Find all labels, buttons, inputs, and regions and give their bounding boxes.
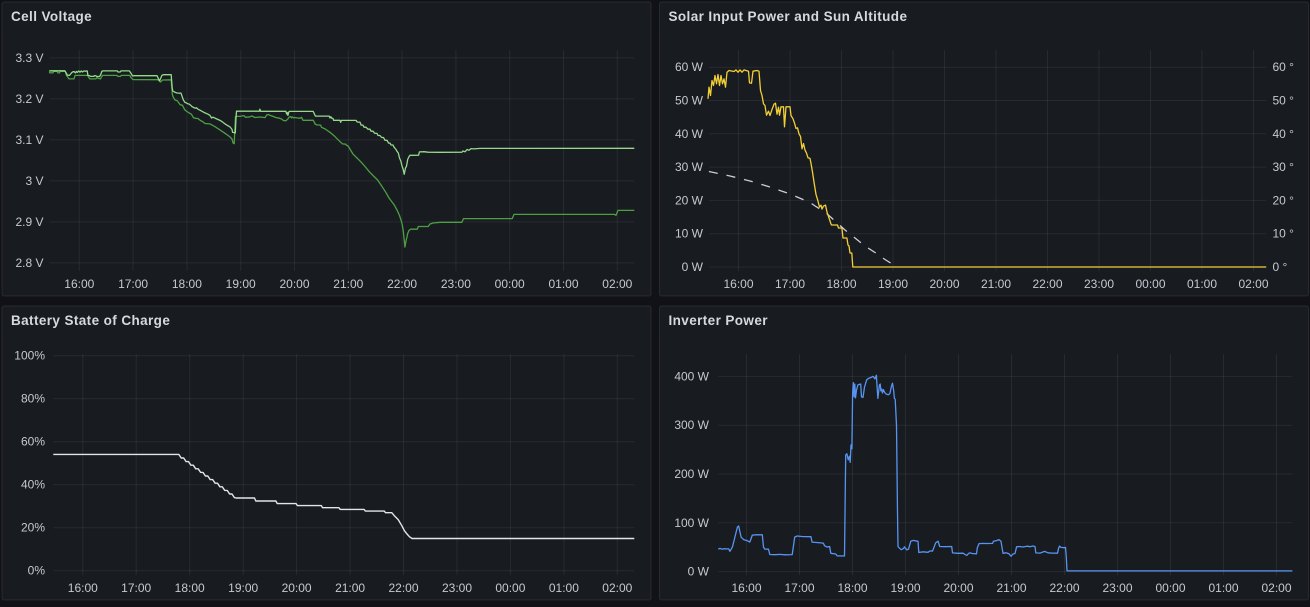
svg-text:Inverter Power: Inverter Power xyxy=(669,313,769,328)
svg-text:20 °: 20 ° xyxy=(1273,193,1295,207)
svg-text:23:00: 23:00 xyxy=(1084,277,1114,291)
svg-text:22:00: 22:00 xyxy=(388,581,418,595)
svg-text:20%: 20% xyxy=(21,521,45,535)
svg-text:22:00: 22:00 xyxy=(387,277,417,291)
svg-text:23:00: 23:00 xyxy=(442,581,472,595)
svg-text:19:00: 19:00 xyxy=(878,277,908,291)
svg-text:18:00: 18:00 xyxy=(826,277,856,291)
svg-text:200 W: 200 W xyxy=(674,467,709,481)
svg-text:20:00: 20:00 xyxy=(282,581,312,595)
svg-text:16:00: 16:00 xyxy=(68,581,98,595)
svg-text:Cell Voltage: Cell Voltage xyxy=(11,9,92,24)
svg-text:20 W: 20 W xyxy=(675,193,704,207)
svg-text:17:00: 17:00 xyxy=(775,277,805,291)
svg-text:01:00: 01:00 xyxy=(1187,277,1217,291)
svg-text:40%: 40% xyxy=(21,478,45,492)
svg-text:21:00: 21:00 xyxy=(335,581,365,595)
svg-text:23:00: 23:00 xyxy=(441,277,471,291)
svg-text:20:00: 20:00 xyxy=(279,277,309,291)
svg-text:02:00: 02:00 xyxy=(602,277,632,291)
svg-text:18:00: 18:00 xyxy=(837,581,867,595)
svg-text:16:00: 16:00 xyxy=(731,581,761,595)
svg-text:20:00: 20:00 xyxy=(929,277,959,291)
svg-text:60 W: 60 W xyxy=(675,60,704,74)
svg-text:2.9 V: 2.9 V xyxy=(15,215,43,229)
svg-text:17:00: 17:00 xyxy=(121,581,151,595)
svg-text:3.3 V: 3.3 V xyxy=(15,51,43,65)
svg-text:50 W: 50 W xyxy=(675,94,704,108)
svg-text:Solar Input Power and Sun Alti: Solar Input Power and Sun Altitude xyxy=(669,9,908,24)
svg-text:Battery State of Charge: Battery State of Charge xyxy=(11,313,170,328)
svg-text:01:00: 01:00 xyxy=(548,277,578,291)
svg-text:400 W: 400 W xyxy=(674,369,709,383)
svg-text:20:00: 20:00 xyxy=(943,581,973,595)
svg-text:0%: 0% xyxy=(28,564,46,578)
svg-text:00:00: 00:00 xyxy=(1155,581,1185,595)
svg-text:00:00: 00:00 xyxy=(495,581,525,595)
svg-text:60%: 60% xyxy=(21,435,45,449)
svg-text:21:00: 21:00 xyxy=(333,277,363,291)
svg-text:18:00: 18:00 xyxy=(172,277,202,291)
svg-text:18:00: 18:00 xyxy=(175,581,205,595)
svg-text:02:00: 02:00 xyxy=(602,581,632,595)
svg-text:23:00: 23:00 xyxy=(1102,581,1132,595)
svg-text:3.2 V: 3.2 V xyxy=(15,92,43,106)
svg-text:19:00: 19:00 xyxy=(228,581,258,595)
svg-text:0 W: 0 W xyxy=(682,260,704,274)
svg-text:22:00: 22:00 xyxy=(1032,277,1062,291)
svg-text:16:00: 16:00 xyxy=(64,277,94,291)
svg-text:80%: 80% xyxy=(21,392,45,406)
svg-text:21:00: 21:00 xyxy=(996,581,1026,595)
svg-text:3 V: 3 V xyxy=(25,174,43,188)
svg-text:00:00: 00:00 xyxy=(495,277,525,291)
svg-text:00:00: 00:00 xyxy=(1135,277,1165,291)
svg-text:02:00: 02:00 xyxy=(1238,277,1268,291)
svg-text:60 °: 60 ° xyxy=(1273,60,1295,74)
svg-text:100 W: 100 W xyxy=(674,516,709,530)
svg-text:10 W: 10 W xyxy=(675,227,704,241)
svg-text:40 W: 40 W xyxy=(675,127,704,141)
svg-text:19:00: 19:00 xyxy=(890,581,920,595)
svg-text:10 °: 10 ° xyxy=(1273,227,1295,241)
svg-text:21:00: 21:00 xyxy=(981,277,1011,291)
svg-text:30 W: 30 W xyxy=(675,160,704,174)
svg-text:100%: 100% xyxy=(14,349,45,363)
svg-text:19:00: 19:00 xyxy=(226,277,256,291)
svg-text:3.1 V: 3.1 V xyxy=(15,133,43,147)
svg-text:50 °: 50 ° xyxy=(1273,94,1295,108)
svg-text:0 W: 0 W xyxy=(688,565,710,579)
svg-text:0 °: 0 ° xyxy=(1273,260,1288,274)
svg-text:17:00: 17:00 xyxy=(118,277,148,291)
svg-text:30 °: 30 ° xyxy=(1273,160,1295,174)
svg-text:40 °: 40 ° xyxy=(1273,127,1295,141)
svg-text:300 W: 300 W xyxy=(674,418,709,432)
svg-text:02:00: 02:00 xyxy=(1261,581,1291,595)
svg-text:16:00: 16:00 xyxy=(723,277,753,291)
svg-text:17:00: 17:00 xyxy=(784,581,814,595)
svg-text:2.8 V: 2.8 V xyxy=(15,256,43,270)
svg-text:22:00: 22:00 xyxy=(1049,581,1079,595)
svg-text:01:00: 01:00 xyxy=(1208,581,1238,595)
svg-text:01:00: 01:00 xyxy=(549,581,579,595)
